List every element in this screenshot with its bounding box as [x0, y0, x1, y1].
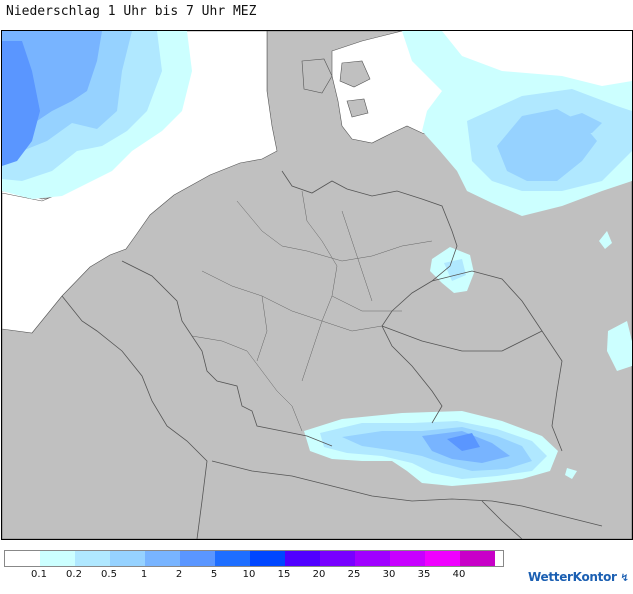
legend-swatch [250, 551, 285, 566]
legend-swatch [425, 551, 460, 566]
map-title: Niederschlag 1 Uhr bis 7 Uhr MEZ [6, 4, 257, 19]
precipitation-legend: 0.1 0.2 0.5 1 2 5 10 15 20 25 30 35 40 [4, 550, 504, 581]
legend-swatch [110, 551, 145, 566]
legend-labels: 0.1 0.2 0.5 1 2 5 10 15 20 25 30 35 40 [4, 567, 504, 581]
danish-isles [301, 58, 371, 118]
legend-label: 1 [140, 569, 148, 580]
legend-swatch [5, 551, 40, 566]
legend-label: 30 [382, 569, 396, 580]
legend-color-scale [4, 550, 504, 567]
legend-label: 15 [277, 569, 291, 580]
legend-label: 40 [452, 569, 466, 580]
country-borders [61, 170, 603, 539]
legend-swatch [320, 551, 355, 566]
brand-name: WetterKontor [528, 570, 617, 584]
legend-swatch [285, 551, 320, 566]
precipitation-overlay [2, 31, 632, 486]
state-borders [191, 190, 433, 432]
legend-swatch [355, 551, 390, 566]
legend-label: 20 [312, 569, 326, 580]
legend-label: 10 [242, 569, 256, 580]
lightning-icon: ↯ [620, 573, 629, 584]
legend-label: 0.2 [66, 569, 82, 580]
precipitation-map [1, 30, 633, 540]
legend-swatch [390, 551, 425, 566]
legend-label: 5 [210, 569, 218, 580]
wetterkontor-logo: WetterKontor ↯ [528, 570, 629, 584]
legend-label: 2 [175, 569, 183, 580]
legend-swatch [460, 551, 495, 566]
legend-swatch [180, 551, 215, 566]
legend-swatch [40, 551, 75, 566]
legend-label: 35 [417, 569, 431, 580]
legend-label: 0.1 [31, 569, 47, 580]
legend-swatch [145, 551, 180, 566]
legend-label: 25 [347, 569, 361, 580]
map-canvas [2, 31, 632, 539]
legend-label: 0.5 [101, 569, 117, 580]
legend-swatch [215, 551, 250, 566]
legend-swatch [75, 551, 110, 566]
